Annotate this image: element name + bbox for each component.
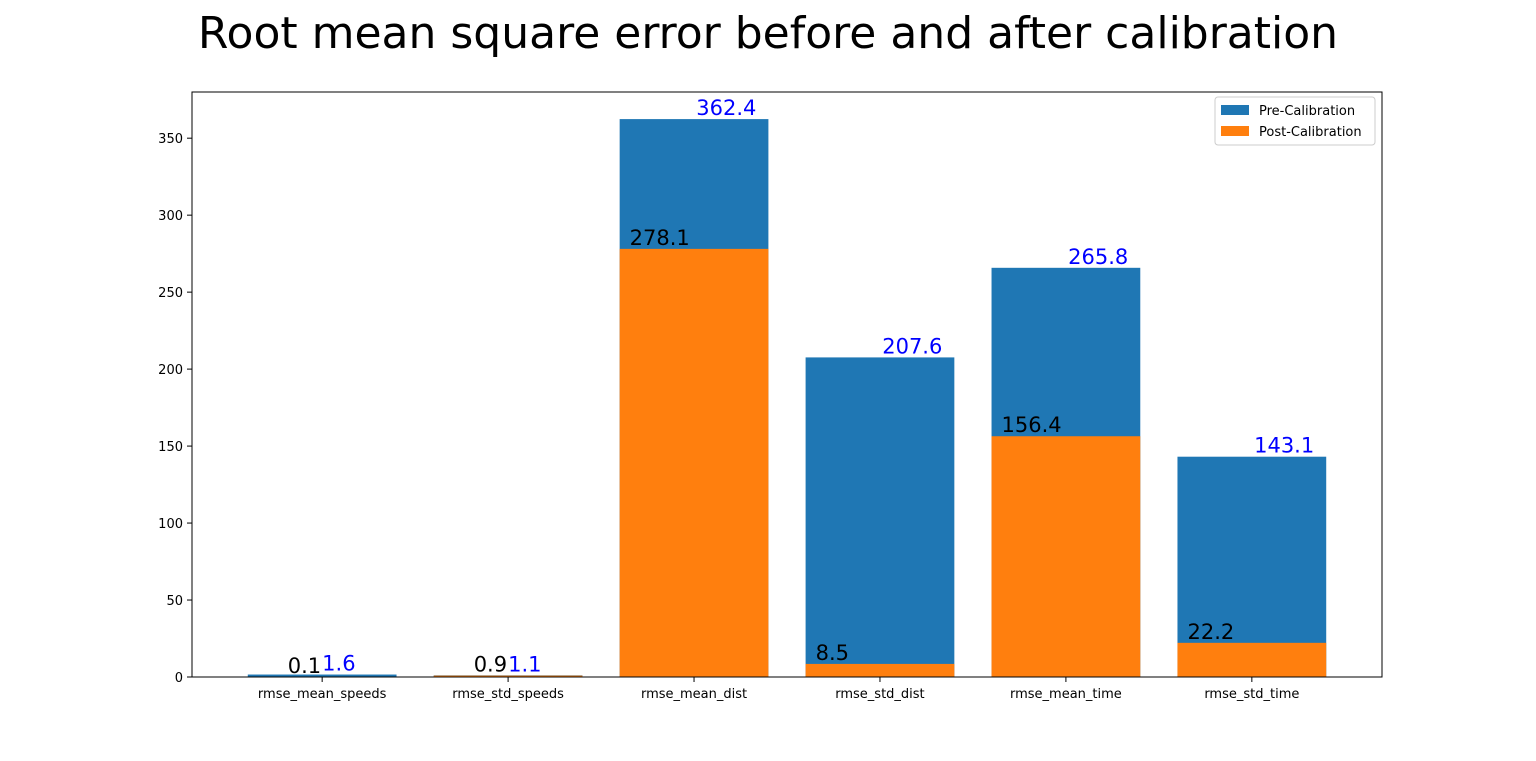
value-label-post-calibration-rmse_mean_time: 156.4 xyxy=(1002,413,1062,437)
y-tick-label-50: 50 xyxy=(166,594,183,609)
x-tick-label-rmse_mean_time: rmse_mean_time xyxy=(1010,687,1122,702)
value-label-pre-calibration-rmse_mean_speeds: 1.6 xyxy=(322,652,355,676)
x-tick-label-rmse_std_speeds: rmse_std_speeds xyxy=(452,687,564,702)
value-label-post-calibration-rmse_std_time: 22.2 xyxy=(1187,620,1234,644)
chart-title: Root mean square error before and after … xyxy=(197,8,1339,59)
bar-pre-calibration-rmse_std_dist xyxy=(805,357,955,677)
legend-label-pre-calibration: Pre-Calibration xyxy=(1259,104,1355,119)
bar-post-calibration-rmse_std_time xyxy=(1177,642,1327,677)
axes-layer: 0 50 100 150 200 250 300 350 rmse_mean_speeds rms… xyxy=(158,91,1383,702)
y-tick-label-150: 150 xyxy=(158,440,183,455)
value-label-post-calibration-rmse_mean_speeds: 0.1 xyxy=(288,654,321,678)
x-tick-label-rmse_mean_speeds: rmse_mean_speeds xyxy=(258,687,387,702)
value-label-pre-calibration-rmse_std_time: 143.1 xyxy=(1254,434,1314,458)
x-tick-label-rmse_std_dist: rmse_std_dist xyxy=(835,687,924,702)
value-label-post-calibration-rmse_std_speeds: 0.9 xyxy=(474,653,507,677)
value-label-pre-calibration-rmse_std_dist: 207.6 xyxy=(882,334,942,358)
value-label-post-calibration-rmse_std_dist: 8.5 xyxy=(816,641,849,665)
legend-label-post-calibration: Post-Calibration xyxy=(1259,125,1362,140)
y-tick-label-250: 250 xyxy=(158,286,183,301)
value-label-pre-calibration-rmse_std_speeds: 1.1 xyxy=(508,652,541,676)
bar-pre-calibration-rmse_std_time xyxy=(1177,456,1327,677)
y-tick-label-0: 0 xyxy=(175,671,183,686)
legend-swatch-post-calibration xyxy=(1221,126,1249,136)
legend-box xyxy=(1214,96,1376,146)
legend-swatch-pre-calibration xyxy=(1221,105,1249,115)
bar-post-calibration-rmse_mean_time xyxy=(991,436,1141,677)
bar-pre-calibration-rmse_mean_speeds xyxy=(247,674,397,677)
value-label-post-calibration-rmse_mean_dist: 278.1 xyxy=(630,226,690,250)
plot-frame xyxy=(191,91,1383,678)
x-tick-label-rmse_mean_dist: rmse_mean_dist xyxy=(641,687,747,702)
y-tick-label-350: 350 xyxy=(158,132,183,147)
value-label-pre-calibration-rmse_mean_time: 265.8 xyxy=(1068,245,1128,269)
x-tick-label-rmse_std_time: rmse_std_time xyxy=(1204,687,1299,702)
bar-post-calibration-rmse_mean_dist xyxy=(619,248,769,677)
value-labels-layer: 1.6 1.1 362.4 207.6 265.8 143.1 0.1 0.9 278.1 8.5… xyxy=(288,96,1314,678)
bar-post-calibration-rmse_std_speeds xyxy=(433,675,583,677)
y-tick-label-100: 100 xyxy=(158,517,183,532)
y-tick-label-300: 300 xyxy=(158,209,183,224)
y-tick-label-200: 200 xyxy=(158,363,183,378)
legend: Pre-Calibration Post-Calibration xyxy=(1214,96,1376,146)
bar-post-calibration-rmse_std_dist xyxy=(805,663,955,677)
value-label-pre-calibration-rmse_mean_dist: 362.4 xyxy=(696,96,756,120)
bars-layer xyxy=(247,119,1327,678)
